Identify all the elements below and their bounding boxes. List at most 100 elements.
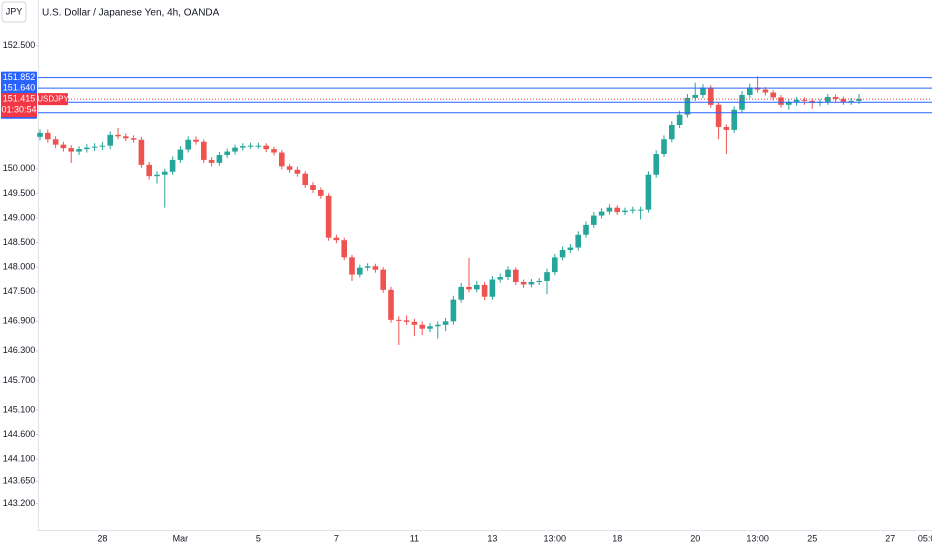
candle-body [396,319,402,321]
candle-body [130,138,137,140]
candle-body [208,159,215,163]
candle-body [598,211,605,216]
candle-body [325,195,332,238]
candle-body [591,215,597,225]
candle-body [481,284,488,297]
candle-body [505,269,511,278]
candle-body [630,209,636,211]
candle-body [279,152,285,167]
candle-body [575,234,581,248]
x-tick-label: 11 [410,533,419,543]
candle-body [637,209,644,211]
candle-body [177,149,184,160]
candle-body [645,174,652,210]
x-tick-label: 20 [690,533,700,543]
candle-body [708,87,714,105]
candle-body [201,141,207,160]
candle-body [154,174,160,177]
y-tick-label: 146.300 [3,345,36,355]
candle-body [224,151,230,156]
candle-body [856,98,862,101]
candle-body [559,249,566,258]
currency-box[interactable] [1,1,27,23]
candle-body [762,89,769,93]
candle-body [622,210,628,213]
plot [37,76,862,345]
candle-body [567,247,574,250]
candle-body [544,272,550,281]
candle-body [793,99,800,102]
level-label-box [1,71,37,84]
candle-body [427,326,433,329]
candle-body [840,98,847,102]
last-price-label: 151.415 [3,94,36,104]
candle-body [271,149,277,153]
x-tick-label: 7 [334,533,339,543]
candle-body [832,96,839,99]
candle-body [450,299,457,322]
y-tick-label: 152.500 [3,40,36,50]
y-tick-label: 149.500 [3,188,36,198]
last-price-box [1,93,37,118]
candle-body [333,237,340,241]
candle-body [247,145,254,147]
candle-body [162,171,168,175]
y-tick-label: 147.500 [3,286,36,296]
candle-body [388,289,394,320]
candle-body [442,321,449,325]
y-tick-label: 148.000 [3,262,36,272]
x-tick-label: 05:00 [918,533,932,543]
candle-body [318,189,324,196]
candle-body [700,87,706,95]
candle-body [513,269,519,282]
countdown: 01:30:54 [1,105,36,115]
candle-body [653,154,659,175]
candle-body [372,266,379,270]
candle-body [357,267,363,275]
candle-body [310,185,316,190]
level-label-box [1,82,37,95]
y-tick-label: 146.900 [3,316,36,326]
candle-body [848,100,854,102]
candle-body [676,114,683,125]
x-tick-label: 13 [487,533,497,543]
candle-body [341,240,347,258]
candle-body [185,139,191,150]
candle-body [669,124,675,140]
candle-body [123,136,129,139]
candle-body [474,284,480,290]
candle-body [403,320,410,322]
candle-body [364,266,371,268]
level-label: 151.640 [3,82,36,92]
candle-body [263,145,269,150]
candle-body [45,132,51,140]
candle-body [528,281,535,285]
currency[interactable]: JPY [6,6,23,16]
candle-body [52,139,59,145]
candle-body [68,148,74,152]
candle-body [99,145,106,147]
candle-body [552,257,558,273]
y-tick-label: 148.500 [3,237,36,247]
candle-body [60,144,67,149]
candle-body [684,97,691,115]
candle-body [770,92,776,98]
candle-body [458,286,464,300]
x-tick-label: 28 [97,533,107,543]
candle-body [778,97,784,105]
candle-body [466,286,472,290]
candle-body [786,101,792,105]
x-tick-label: Mar [173,533,189,543]
x-tick-label: 5 [256,533,261,543]
candle-body [692,94,698,98]
candle-body [240,146,246,148]
candle-body [419,324,425,329]
y-tick-label: 145.100 [3,404,36,414]
level-label: 151.852 [3,72,36,82]
candle-body [801,99,808,101]
candle-body [435,324,441,327]
candle-body [294,169,301,174]
candle-body [731,109,737,130]
